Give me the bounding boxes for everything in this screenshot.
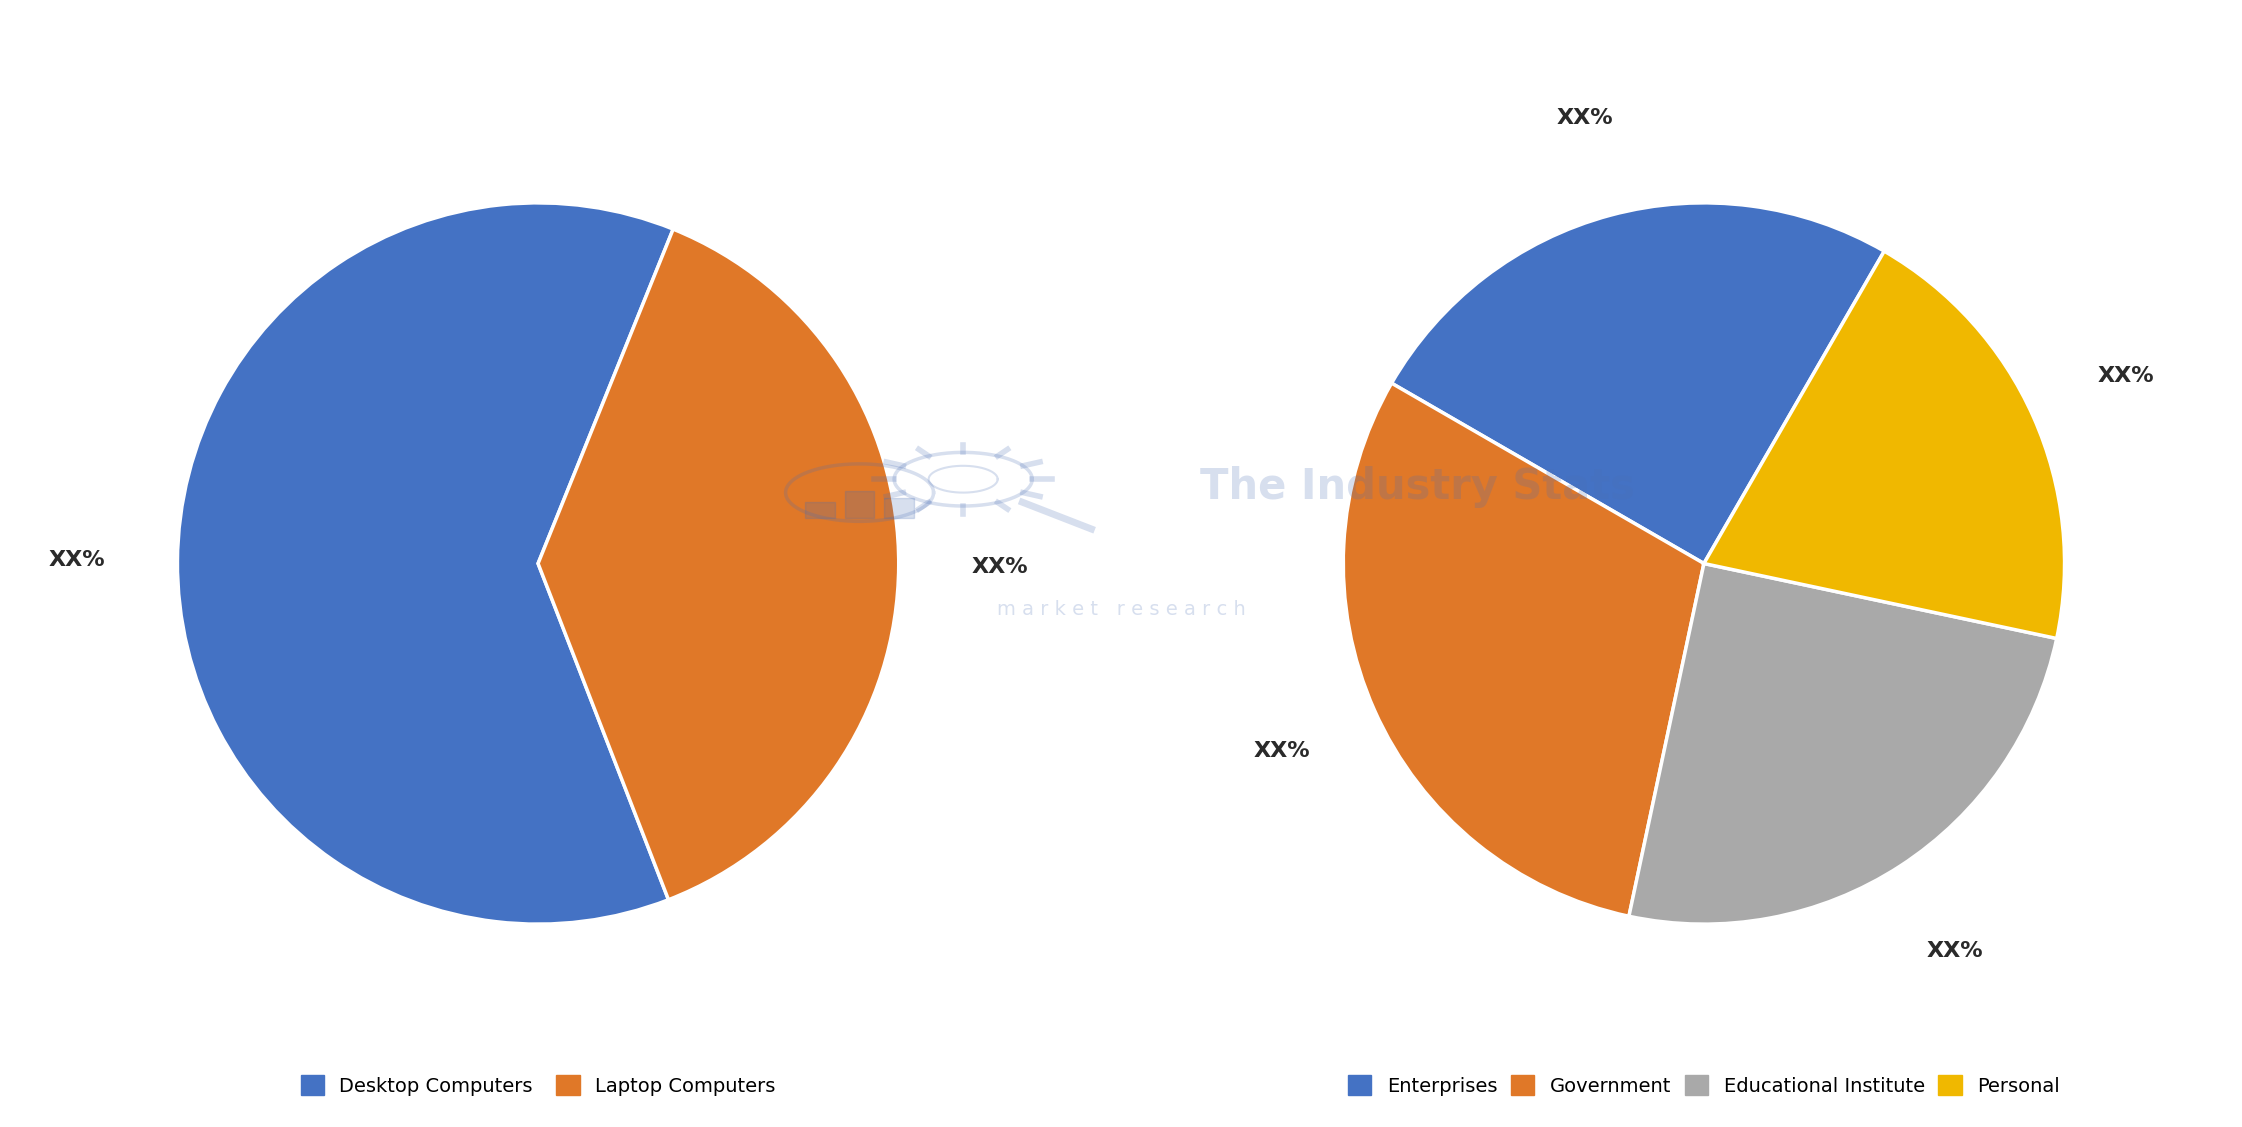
Wedge shape [1392, 203, 1883, 564]
Bar [805, 503, 834, 517]
Bar [845, 490, 874, 517]
Wedge shape [1630, 564, 2056, 924]
Wedge shape [1704, 251, 2065, 639]
Text: XX%: XX% [1556, 107, 1612, 127]
Wedge shape [1343, 383, 1704, 916]
Text: m a r k e t   r e s e a r c h: m a r k e t r e s e a r c h [998, 600, 1244, 619]
Text: XX%: XX% [971, 557, 1029, 577]
Text: The Industry Stats: The Industry Stats [1199, 465, 1634, 508]
Text: Website: www.theindustrystats.com: Website: www.theindustrystats.com [1834, 1077, 2202, 1095]
Text: Email: sales@theindustrystats.com: Email: sales@theindustrystats.com [944, 1077, 1298, 1095]
Bar [883, 498, 915, 517]
Legend: Enterprises, Government, Educational Institute, Personal: Enterprises, Government, Educational Ins… [1341, 1067, 2067, 1103]
Text: Fig. Global Refurbished Computer and Laptop Market Share by Product Types & Appl: Fig. Global Refurbished Computer and Lap… [40, 42, 1477, 70]
Text: XX%: XX% [2096, 366, 2155, 385]
Legend: Desktop Computers, Laptop Computers: Desktop Computers, Laptop Computers [294, 1067, 782, 1103]
Text: XX%: XX% [47, 550, 105, 570]
Text: XX%: XX% [1253, 742, 1312, 761]
Text: XX%: XX% [1928, 941, 1984, 960]
Text: Source: Theindustrystats Analysis: Source: Theindustrystats Analysis [40, 1077, 386, 1095]
Wedge shape [538, 229, 899, 899]
Wedge shape [177, 203, 673, 924]
